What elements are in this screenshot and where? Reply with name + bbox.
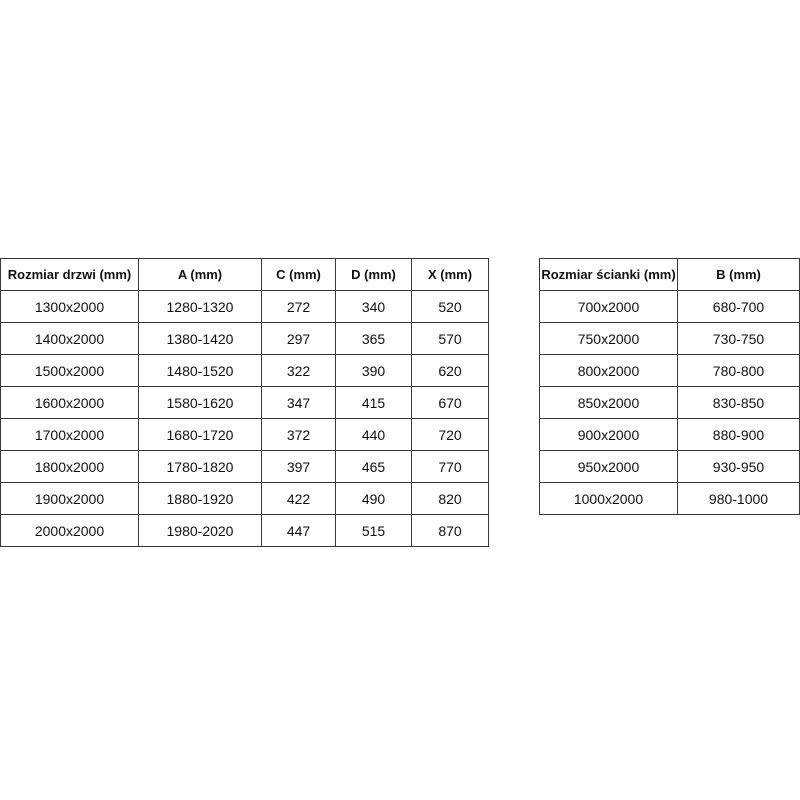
table-cell: 950x2000 [539, 450, 678, 483]
table-row: 950x2000 930-950 [539, 450, 800, 483]
table-cell: 490 [335, 482, 412, 515]
column-header: Rozmiar drzwi (mm) [0, 258, 139, 291]
table-cell: 780-800 [677, 354, 800, 387]
table-cell: 570 [411, 322, 489, 355]
table-row: 1400x2000 1380-1420 297 365 570 [0, 322, 489, 355]
table-row: 1800x2000 1780-1820 397 465 770 [0, 450, 489, 483]
table-row: 1700x2000 1680-1720 372 440 720 [0, 418, 489, 451]
table-cell: 870 [411, 514, 489, 547]
table-cell: 1000x2000 [539, 482, 678, 515]
table-cell: 440 [335, 418, 412, 451]
table-cell: 1580-1620 [138, 386, 262, 419]
table-row: 1600x2000 1580-1620 347 415 670 [0, 386, 489, 419]
table-cell: 1900x2000 [0, 482, 139, 515]
table-row: 800x2000 780-800 [539, 354, 800, 387]
table-cell: 800x2000 [539, 354, 678, 387]
table-cell: 730-750 [677, 322, 800, 355]
doors-size-table: Rozmiar drzwi (mm) A (mm) C (mm) D (mm) X (m… [0, 258, 489, 547]
table-cell: 1980-2020 [138, 514, 262, 547]
table-cell: 397 [261, 450, 336, 483]
table-cell: 1800x2000 [0, 450, 139, 483]
table-cell: 830-850 [677, 386, 800, 419]
wall-size-table: Rozmiar ścianki (mm) B (mm) 700x2000 680-7… [539, 258, 800, 515]
table-cell: 680-700 [677, 290, 800, 323]
table-cell: 347 [261, 386, 336, 419]
table-row: 700x2000 680-700 [539, 290, 800, 323]
table-cell: 880-900 [677, 418, 800, 451]
table-header-row: Rozmiar drzwi (mm) A (mm) C (mm) D (mm) X (m… [0, 258, 489, 291]
table-row: 1500x2000 1480-1520 322 390 620 [0, 354, 489, 387]
table-cell: 700x2000 [539, 290, 678, 323]
table-cell: 372 [261, 418, 336, 451]
column-header: Rozmiar ścianki (mm) [539, 258, 678, 291]
table-row: 1900x2000 1880-1920 422 490 820 [0, 482, 489, 515]
table-cell: 365 [335, 322, 412, 355]
column-header: B (mm) [677, 258, 800, 291]
table-cell: 1780-1820 [138, 450, 262, 483]
table-cell: 520 [411, 290, 489, 323]
table-cell: 415 [335, 386, 412, 419]
column-header: X (mm) [411, 258, 489, 291]
table-cell: 322 [261, 354, 336, 387]
column-header: A (mm) [138, 258, 262, 291]
table-cell: 850x2000 [539, 386, 678, 419]
table-cell: 1480-1520 [138, 354, 262, 387]
table-cell: 1400x2000 [0, 322, 139, 355]
table-cell: 930-950 [677, 450, 800, 483]
table-cell: 1880-1920 [138, 482, 262, 515]
column-header: D (mm) [335, 258, 412, 291]
table-cell: 1300x2000 [0, 290, 139, 323]
table-row: 1000x2000 980-1000 [539, 482, 800, 515]
table-row: 1300x2000 1280-1320 272 340 520 [0, 290, 489, 323]
table-cell: 770 [411, 450, 489, 483]
table-cell: 1380-1420 [138, 322, 262, 355]
table-cell: 465 [335, 450, 412, 483]
table-cell: 670 [411, 386, 489, 419]
table-cell: 297 [261, 322, 336, 355]
table-cell: 515 [335, 514, 412, 547]
table-cell: 422 [261, 482, 336, 515]
table-cell: 720 [411, 418, 489, 451]
table-cell: 620 [411, 354, 489, 387]
table-cell: 2000x2000 [0, 514, 139, 547]
table-cell: 820 [411, 482, 489, 515]
table-cell: 1700x2000 [0, 418, 139, 451]
table-cell: 447 [261, 514, 336, 547]
table-row: 850x2000 830-850 [539, 386, 800, 419]
table-header-row: Rozmiar ścianki (mm) B (mm) [539, 258, 800, 291]
table-cell: 272 [261, 290, 336, 323]
table-row: 900x2000 880-900 [539, 418, 800, 451]
table-cell: 980-1000 [677, 482, 800, 515]
table-cell: 1500x2000 [0, 354, 139, 387]
table-cell: 1280-1320 [138, 290, 262, 323]
table-row: 750x2000 730-750 [539, 322, 800, 355]
table-cell: 340 [335, 290, 412, 323]
table-cell: 390 [335, 354, 412, 387]
table-cell: 900x2000 [539, 418, 678, 451]
table-cell: 750x2000 [539, 322, 678, 355]
column-header: C (mm) [261, 258, 336, 291]
table-row: 2000x2000 1980-2020 447 515 870 [0, 514, 489, 547]
table-cell: 1600x2000 [0, 386, 139, 419]
table-cell: 1680-1720 [138, 418, 262, 451]
